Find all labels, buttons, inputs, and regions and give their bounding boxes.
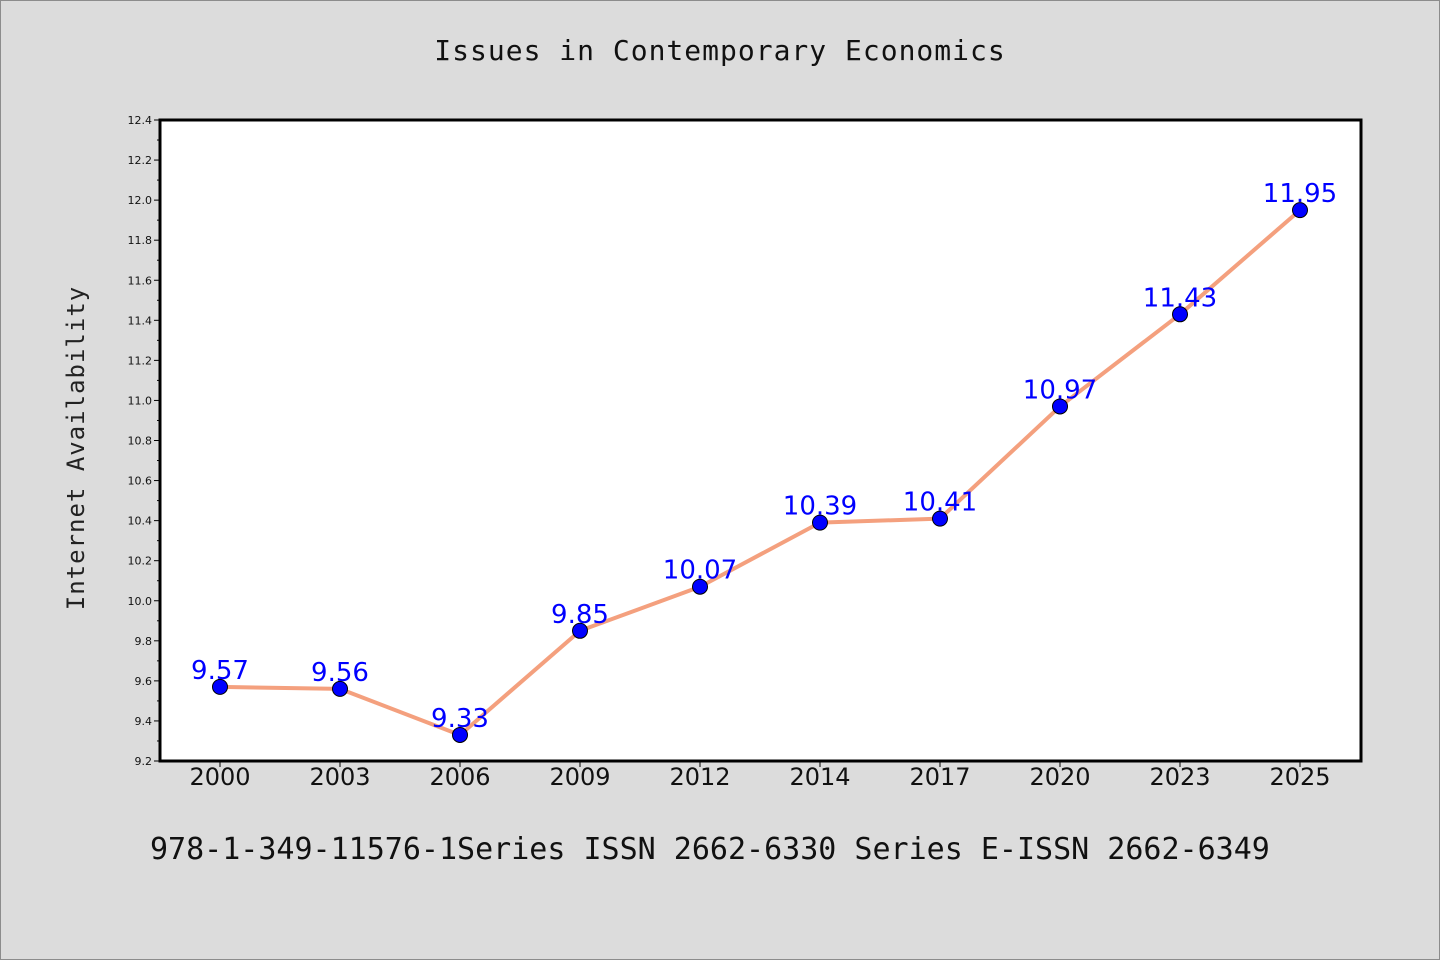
x-tick-label: 2006 [429, 763, 490, 791]
x-tick-label: 2000 [189, 763, 250, 791]
y-tick-label: 12.0 [128, 194, 153, 207]
data-point [692, 578, 708, 595]
data-point [812, 514, 828, 531]
y-tick-label: 11.2 [128, 354, 153, 367]
data-label: 10.41 [903, 488, 977, 518]
data-label: 10.97 [1023, 375, 1097, 405]
x-tick-label: 2025 [1269, 763, 1330, 791]
chart-title: Issues in Contemporary Economics [434, 34, 1006, 67]
y-tick-label: 11.0 [128, 394, 153, 407]
x-tick-label: 2012 [669, 763, 730, 791]
data-point [332, 680, 348, 697]
y-axis-ticks: 9.2 9.4 9.6 9.8 10.0 10.2 10.4 10.6 10.8 11.0 11.2… [128, 114, 160, 768]
x-axis-ticks: 2000 2003 2006 2009 2012 2014 2017 2020 2023 2025 [189, 761, 1331, 791]
data-label: 10.39 [783, 492, 857, 522]
y-tick-label: 9.4 [135, 715, 153, 728]
y-tick-label: 11.4 [128, 314, 153, 327]
isbn-footer: 978-1-349-11576-1Series ISSN 2662-6330 S… [150, 832, 1270, 867]
data-label: 10.07 [663, 556, 737, 586]
data-label: 11.43 [1143, 283, 1217, 313]
series-line-group [219, 208, 1302, 737]
plot-area [158, 118, 1363, 763]
data-point [1292, 202, 1308, 219]
data-point [572, 622, 588, 639]
data-label: 9.57 [191, 656, 249, 686]
series-line [219, 208, 1302, 737]
y-tick-label: 12.2 [128, 154, 153, 167]
x-tick-label: 2017 [909, 763, 970, 791]
x-tick-label: 2009 [549, 763, 610, 791]
data-label: 11.95 [1263, 179, 1337, 209]
y-tick-label: 11.6 [128, 274, 153, 287]
data-point [932, 510, 948, 527]
data-label: 9.33 [431, 704, 489, 734]
x-tick-label: 2003 [309, 763, 370, 791]
data-point [452, 726, 468, 743]
data-label: 9.85 [551, 600, 609, 630]
data-label: 9.56 [311, 658, 369, 688]
y-tick-label: 9.8 [135, 635, 153, 648]
y-tick-label: 12.4 [128, 114, 153, 127]
x-tick-label: 2020 [1029, 763, 1090, 791]
y-tick-label: 10.6 [128, 475, 153, 488]
data-point [212, 678, 228, 695]
x-tick-label: 2014 [789, 763, 850, 791]
y-tick-label: 10.2 [128, 555, 153, 568]
data-point [1052, 398, 1068, 415]
y-tick-label: 10.4 [128, 515, 153, 528]
data-point [1172, 306, 1188, 323]
y-tick-label: 10.0 [128, 595, 153, 608]
y-tick-label: 10.8 [128, 435, 153, 448]
y-tick-label: 9.6 [135, 675, 153, 688]
x-tick-label: 2023 [1149, 763, 1210, 791]
y-tick-label: 9.2 [135, 755, 153, 768]
data-points [212, 202, 1308, 743]
data-labels: 9.57 9.56 9.33 9.85 10.07 10.39 10.41 10.97 11.4… [191, 179, 1337, 734]
y-tick-label: 11.8 [128, 234, 153, 247]
